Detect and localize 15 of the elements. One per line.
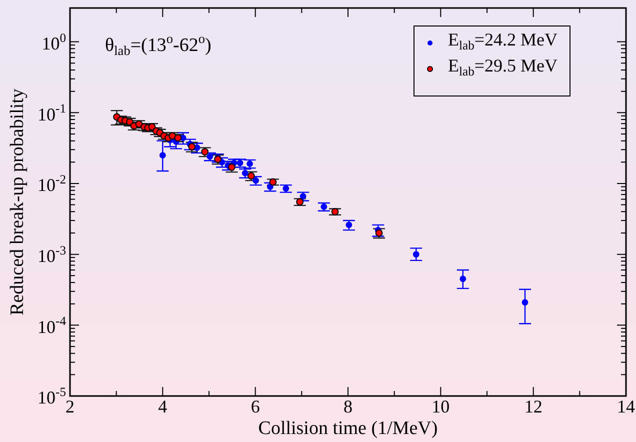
point — [296, 198, 304, 206]
point — [269, 178, 277, 186]
x-tick-label: 2 — [66, 396, 74, 417]
point — [174, 134, 182, 142]
y-axis-title: Reduced break-up probability — [6, 88, 28, 316]
point — [331, 208, 339, 216]
x-tick-label: 12 — [524, 396, 542, 417]
x-axis-title: Collision time (1/MeV) — [258, 418, 438, 439]
point — [148, 123, 156, 131]
point — [168, 132, 176, 140]
x-tick-label: 10 — [432, 396, 450, 417]
x-tick-label: 4 — [158, 396, 168, 417]
x-tick-label: 6 — [250, 396, 260, 417]
x-tick-label: 8 — [344, 396, 352, 417]
x-tick-label: 14 — [617, 396, 635, 417]
